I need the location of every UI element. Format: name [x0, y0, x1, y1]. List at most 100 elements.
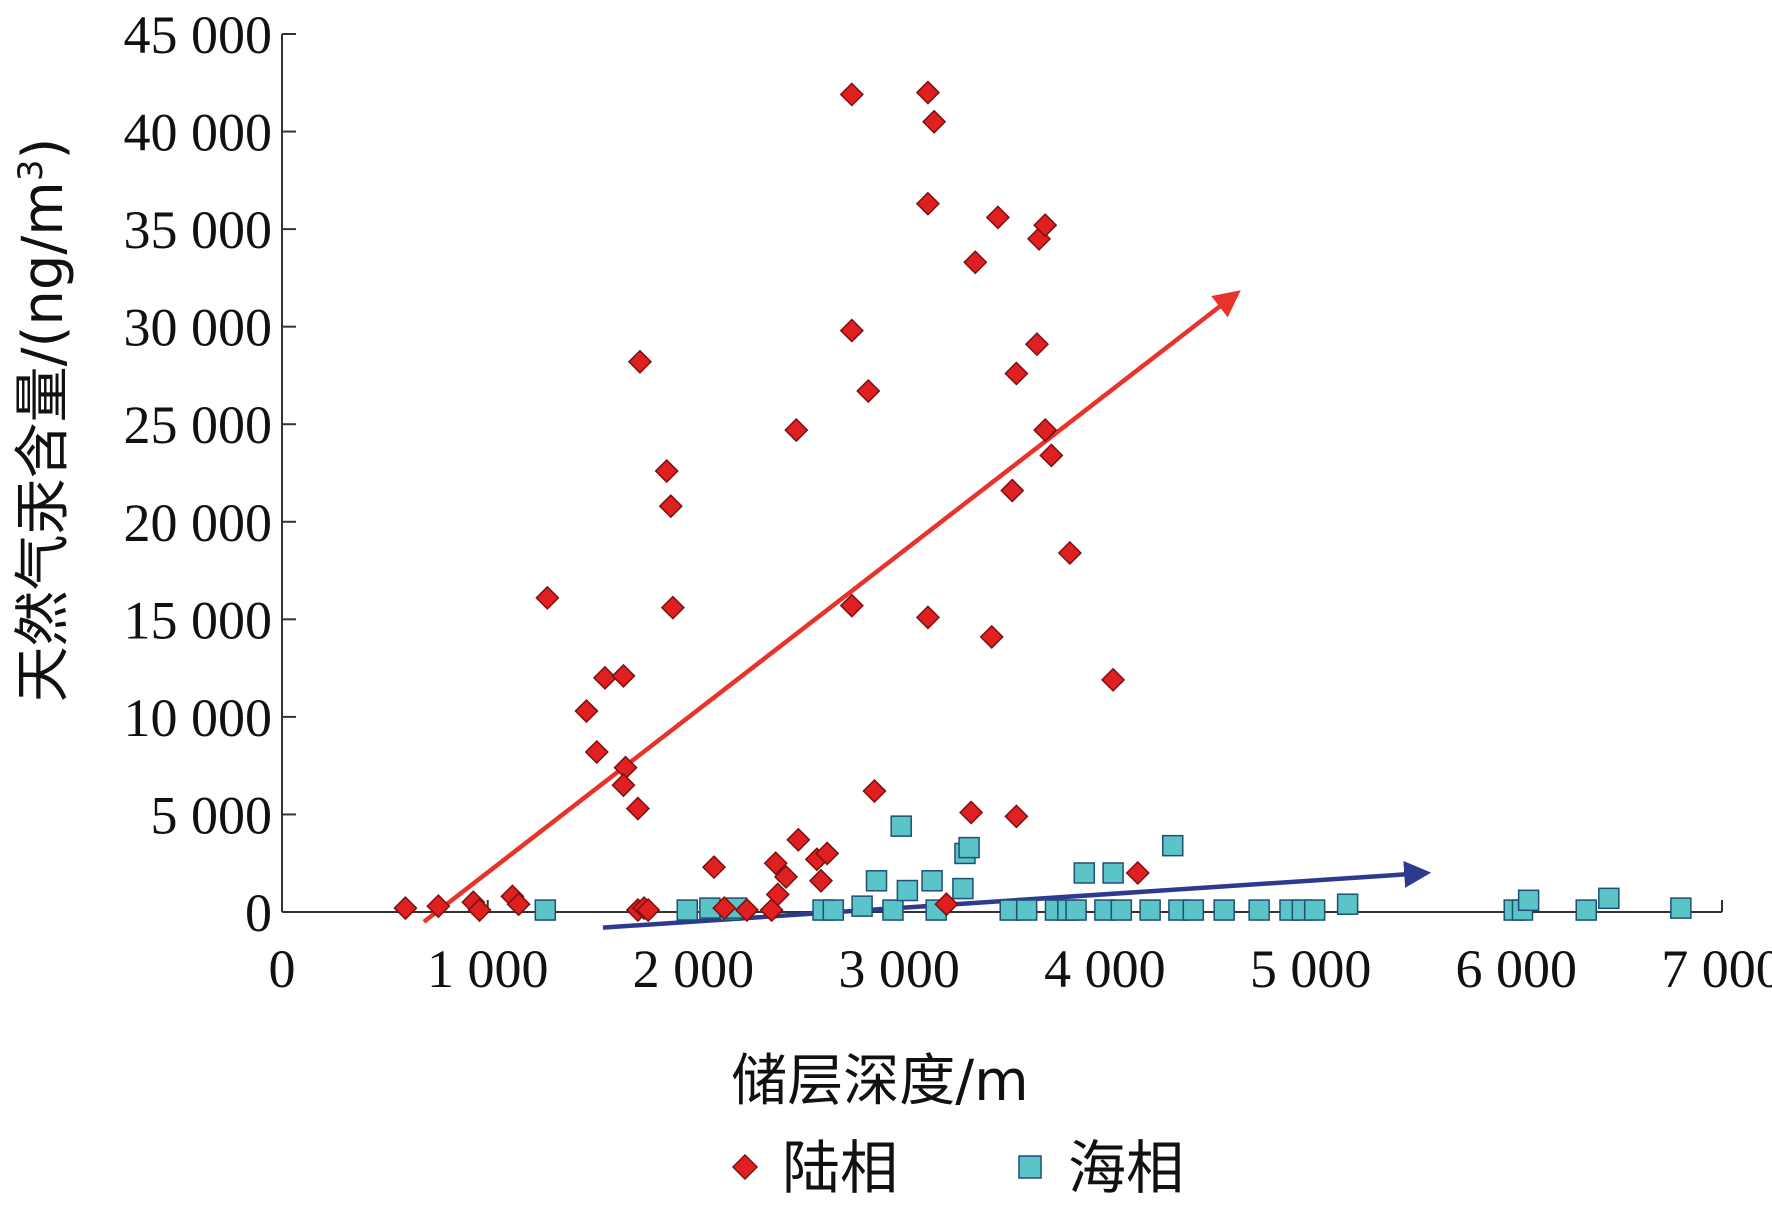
- data-point: [393, 896, 418, 921]
- data-point: [915, 80, 941, 105]
- data-point: [1139, 899, 1161, 921]
- data-point: [712, 896, 737, 921]
- legend-item: 陆相: [731, 1134, 898, 1202]
- y-tick-label: 15 000: [124, 590, 273, 650]
- y-tick-label: 25 000: [124, 395, 273, 455]
- data-point: [985, 205, 1010, 230]
- data-point: [890, 815, 912, 837]
- data-point: [921, 870, 943, 892]
- x-ticks: 0 1 000 2 000 3 000 4 000 5 000 6 000 7 000: [269, 900, 1772, 999]
- y-tick-label: 30 000: [124, 298, 273, 358]
- y-axis-title-main: 天然气汞含量/(ng/m: [11, 181, 76, 702]
- data-point: [1575, 899, 1597, 921]
- data-point: [963, 250, 988, 275]
- data-point: [786, 827, 811, 852]
- x-tick-label: 4 000: [1044, 939, 1166, 999]
- data-point: [839, 318, 864, 343]
- data-point: [1598, 887, 1620, 910]
- x-tick-label: 5 000: [1250, 939, 1372, 999]
- data-point: [1161, 834, 1184, 857]
- data-point: [636, 897, 661, 923]
- data-point: [952, 877, 974, 900]
- x-tick-label: 6 000: [1456, 939, 1578, 999]
- data-point: [625, 796, 650, 821]
- data-point: [676, 899, 699, 921]
- data-point: [773, 864, 799, 889]
- data-point: [934, 892, 959, 917]
- data-point: [808, 868, 834, 893]
- legend-item: 海相: [1018, 1134, 1184, 1202]
- axes: 0 1 000 2 000 3 000 4 000 5 000 6 000 7 000 0 5 …: [124, 5, 1772, 999]
- x-tick-label: 3 000: [838, 939, 960, 999]
- data-point: [915, 605, 941, 630]
- data-point: [839, 82, 864, 107]
- data-point: [1101, 667, 1126, 692]
- y-tick-label: 5 000: [151, 785, 273, 845]
- data-point: [701, 855, 727, 880]
- series-diamond: [393, 80, 1150, 923]
- data-point: [584, 739, 609, 765]
- data-point: [611, 663, 636, 688]
- data-point: [654, 458, 679, 484]
- y-tick-label: 45 000: [124, 5, 273, 65]
- data-point: [958, 836, 980, 859]
- data-point: [1033, 418, 1058, 443]
- data-point: [1110, 899, 1133, 921]
- data-point: [1065, 899, 1087, 921]
- y-ticks: 0 5 000 10 000 15 000 20 000 25 000 30 000 35 0…: [124, 5, 296, 943]
- data-point: [660, 595, 685, 620]
- legend-label: 陆相: [782, 1134, 898, 1202]
- data-point: [763, 851, 788, 876]
- data-point: [1015, 899, 1038, 921]
- data-point: [862, 778, 887, 804]
- data-point: [959, 800, 984, 825]
- data-point: [1303, 899, 1326, 921]
- data-point: [915, 191, 941, 216]
- data-point: [839, 593, 864, 618]
- legend-label: 海相: [1068, 1134, 1184, 1202]
- data-point: [1125, 860, 1150, 886]
- data-point: [1670, 897, 1692, 919]
- data-point: [1024, 332, 1050, 357]
- data-point: [1004, 361, 1029, 386]
- data-point: [734, 897, 759, 923]
- plot-area: [393, 80, 1692, 930]
- y-axis-title: 天然气汞含量/(ng/m3): [11, 138, 76, 703]
- y-axis-title-end: ): [11, 138, 76, 160]
- data-point: [1073, 862, 1096, 884]
- y-tick-label: 35 000: [124, 200, 273, 260]
- legend-marker: [731, 1153, 759, 1181]
- data-point: [535, 585, 560, 610]
- y-axis-title-superscript: 3: [11, 160, 51, 182]
- data-point: [1033, 213, 1058, 238]
- data-point: [574, 698, 599, 724]
- data-series: [393, 80, 1692, 923]
- x-axis-title: 储层深度/m: [731, 1049, 1028, 1114]
- data-point: [784, 418, 809, 443]
- data-point: [922, 109, 947, 134]
- data-point: [1182, 899, 1205, 921]
- data-point: [506, 892, 531, 917]
- data-point: [658, 494, 683, 519]
- series-square: [534, 815, 1692, 921]
- data-point: [1213, 899, 1235, 921]
- data-point: [882, 899, 904, 921]
- data-point: [1248, 899, 1270, 921]
- y-tick-label: 0: [245, 883, 272, 943]
- data-point: [627, 349, 653, 374]
- data-point: [765, 882, 790, 907]
- data-point: [1517, 889, 1540, 912]
- x-tick-label: 7 000: [1661, 939, 1772, 999]
- data-point: [1102, 862, 1124, 884]
- legend-marker: [1018, 1155, 1042, 1179]
- y-tick-label: 40 000: [124, 103, 273, 163]
- data-point: [534, 899, 557, 921]
- data-point: [979, 624, 1004, 649]
- data-point: [426, 894, 451, 919]
- data-point: [611, 773, 636, 798]
- data-point: [856, 378, 881, 404]
- data-point: [865, 870, 888, 892]
- x-tick-label: 1 000: [427, 939, 549, 999]
